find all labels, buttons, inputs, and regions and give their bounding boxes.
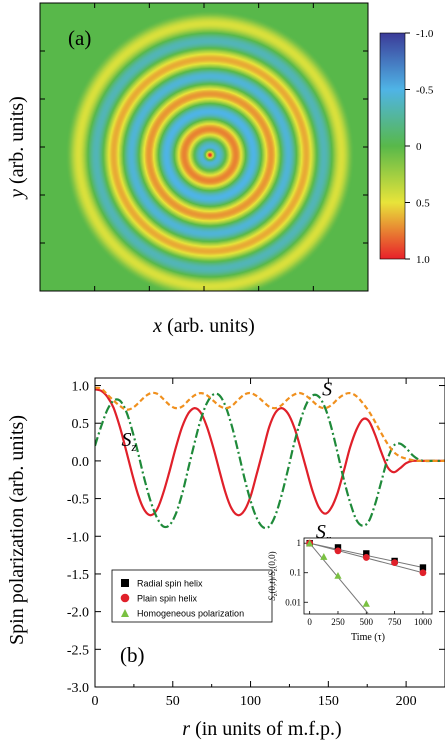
series-line-s: [95, 386, 445, 463]
inset-point: [334, 544, 342, 551]
colorbar-tick-label: -1.0: [416, 28, 434, 40]
y-tick-label: -3.0: [67, 681, 89, 696]
inset-point: [419, 564, 427, 571]
y-tick-label: -0.5: [67, 493, 89, 508]
inset-point: [362, 554, 370, 561]
y-tick-label: 0.0: [72, 455, 90, 470]
heatmap-rings: [64, 9, 356, 291]
inset-content: 0 250 500 750 1000 1 0.1 0.01: [285, 538, 432, 627]
line-chart-y-axis-label: Spin polarization (arb. units): [6, 415, 28, 645]
colorbar-tick-label: 0: [416, 141, 422, 153]
inset-y-tick-label: 1: [297, 538, 302, 548]
series-line-s-r: [95, 392, 445, 530]
x-tick-label: 150: [318, 694, 339, 709]
legend-label: Radial spin helix: [137, 579, 203, 589]
legend-label: Plain spin helix: [137, 594, 198, 604]
panel-a-label: (a): [68, 26, 91, 50]
legend-label: Homogeneous polarization: [137, 609, 244, 619]
inset-x-tick-label: 750: [388, 617, 402, 627]
heatmap-ring: [209, 154, 211, 156]
heatmap-x-axis-label: x (arb. units): [152, 315, 255, 337]
inset-x-tick-label: 1000: [414, 617, 433, 627]
line-chart-x-axis-label: r (in units of m.f.p.): [182, 718, 341, 740]
x-tick-label: 50: [166, 694, 180, 709]
inset-point: [391, 559, 399, 567]
colorbar-ticks: -1.0 -0.5 0 0.5 1.0: [405, 28, 434, 266]
inset-point: [306, 539, 314, 547]
inset-point: [363, 550, 370, 557]
y-tick-label: -1.5: [67, 568, 89, 583]
x-tick-label: 100: [240, 694, 261, 709]
inset-point: [362, 600, 370, 607]
legend-marker: [121, 579, 129, 587]
y-tick-label: -1.0: [67, 530, 89, 545]
inset-point: [334, 571, 342, 579]
inset-x-tick-label: 500: [360, 617, 374, 627]
y-tick-label: -2.5: [67, 643, 89, 658]
curve-labels: SzSrS: [121, 378, 332, 545]
colorbar-tick-label: -0.5: [416, 85, 434, 97]
series-line-s-z: [95, 388, 445, 517]
inset-y-tick-label: 0.01: [285, 597, 301, 607]
inset-x-tick-label: 0: [307, 617, 312, 627]
colorbar-tick-label: 0.5: [416, 198, 430, 210]
y-tick-label: -2.0: [67, 606, 89, 621]
line-chart-frame: [94, 377, 445, 688]
heatmap-y-axis-label: y (arb. units): [6, 96, 28, 200]
panel-a: (a) x (arb. units) y (arb. units) -1.0 -0…: [6, 2, 434, 337]
x-tick-label: 200: [396, 694, 417, 709]
inset-x-axis-label: Time (τ): [351, 632, 385, 643]
curve-label: S: [322, 378, 332, 400]
inset-x-tick-label: 250: [331, 617, 345, 627]
heatmap-ticks: [40, 3, 368, 291]
inset-point: [334, 547, 342, 555]
inset-y-tick-label: 0.1: [290, 568, 301, 578]
legend: Radial spin helix Plain spin helix Homogen…: [111, 569, 273, 623]
legend-marker: [121, 609, 129, 617]
inset-y-axis-label: Sz(0,t)/Sz(0,0): [267, 551, 279, 600]
colorbar-tick-label: 1.0: [416, 254, 430, 266]
line-chart-series: [95, 386, 445, 530]
y-tick-label: 1.0: [72, 380, 90, 395]
curve-label: Sz: [121, 429, 136, 454]
x-tick-label: 0: [92, 694, 99, 709]
inset-point: [419, 569, 427, 577]
inset-chart: 0 250 500 750 1000 1 0.1 0.01 Time (τ) Sz(0,t)/…: [267, 537, 433, 643]
panel-b-label: (b): [120, 643, 145, 667]
legend-marker: [120, 593, 130, 603]
legend-box: [111, 569, 273, 623]
panel-b: 0 50 100 150 200 1.0 0.5 0.0 -0.5 -1.0 -1.5 -2.0 -2.…: [6, 377, 445, 740]
y-tick-label: 0.5: [72, 417, 90, 432]
inset-frame: [303, 537, 433, 615]
inset-point: [320, 553, 328, 560]
colorbar: [379, 32, 406, 260]
